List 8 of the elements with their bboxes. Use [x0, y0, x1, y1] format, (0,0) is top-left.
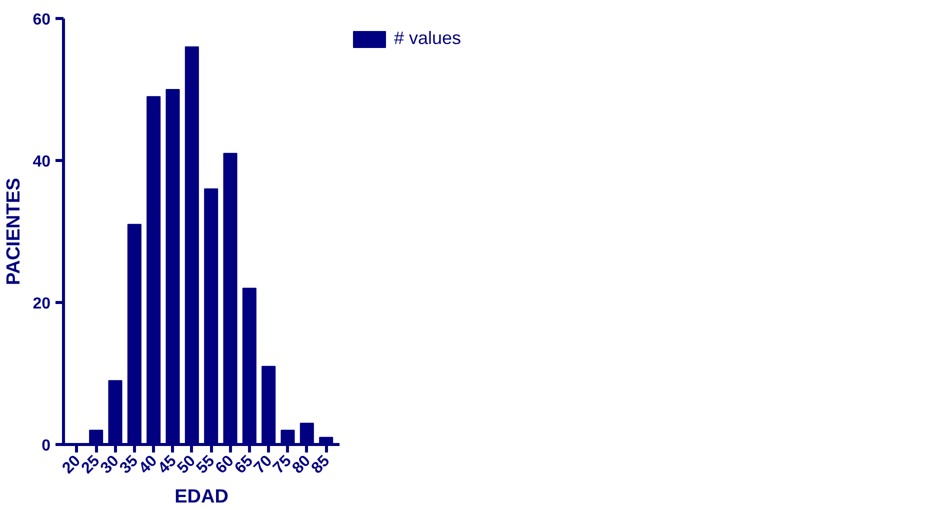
legend-label: # values — [394, 28, 462, 49]
y-tick-label: 0 — [42, 438, 51, 454]
y-tick-label: 40 — [32, 154, 51, 170]
y-tick-label: 60 — [32, 12, 51, 28]
y-axis-title: PACIENTES — [4, 178, 25, 286]
x-axis-title: EDAD — [174, 486, 228, 508]
y-tick-label: 20 — [32, 296, 51, 312]
x-tick-label: 85 — [308, 452, 334, 478]
